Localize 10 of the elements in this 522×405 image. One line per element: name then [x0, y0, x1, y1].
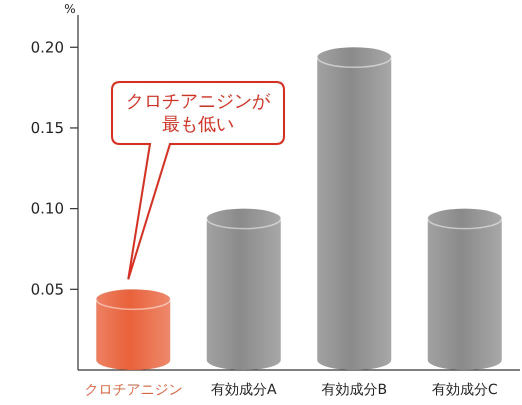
y-axis-title: %	[64, 2, 76, 16]
y-tick-label: 0.20	[30, 38, 64, 56]
y-tick-label: 0.05	[30, 280, 64, 298]
y-tick-label: 0.10	[30, 200, 64, 218]
x-tick-label: クロチアニジン	[84, 382, 182, 398]
x-tick-label: 有効成分C	[432, 382, 498, 398]
y-tick-label: 0.15	[30, 118, 64, 137]
x-tick-label: 有効成分A	[210, 382, 277, 398]
x-tick-label: 有効成分B	[321, 382, 388, 398]
annotation: クロチアニジンが最も低い	[125, 90, 272, 136]
